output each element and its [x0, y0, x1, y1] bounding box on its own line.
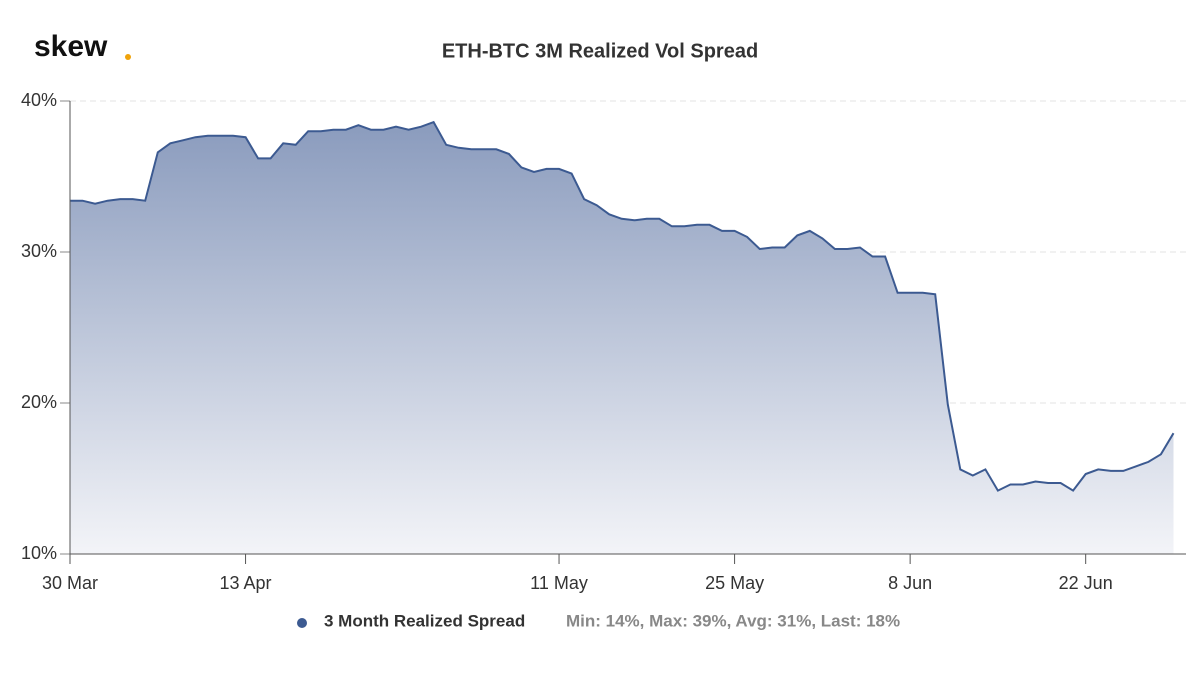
x-tick-label: 22 Jun — [1059, 573, 1113, 593]
logo: skew — [34, 30, 108, 63]
y-tick-label: 40% — [21, 90, 57, 110]
chart-title: ETH-BTC 3M Realized Vol Spread — [442, 40, 758, 62]
x-tick-label: 30 Mar — [42, 573, 98, 593]
y-tick-label: 30% — [21, 241, 57, 261]
legend-label: 3 Month Realized Spread — [324, 611, 525, 630]
x-tick-label: 11 May — [530, 573, 588, 593]
x-tick-label: 25 May — [705, 573, 764, 593]
line — [70, 120, 1175, 492]
area — [70, 122, 1174, 554]
legend-stats: Min: 14%, Max: 39%, Avg: 31%, Last: 18% — [566, 611, 900, 630]
logo-dot — [125, 54, 131, 60]
legend-marker — [297, 618, 307, 628]
x-tick-label: 13 Apr — [220, 573, 272, 593]
y-tick-label: 20% — [21, 392, 57, 412]
x-tick-label: 8 Jun — [888, 573, 932, 593]
y-tick-label: 10% — [21, 543, 57, 563]
